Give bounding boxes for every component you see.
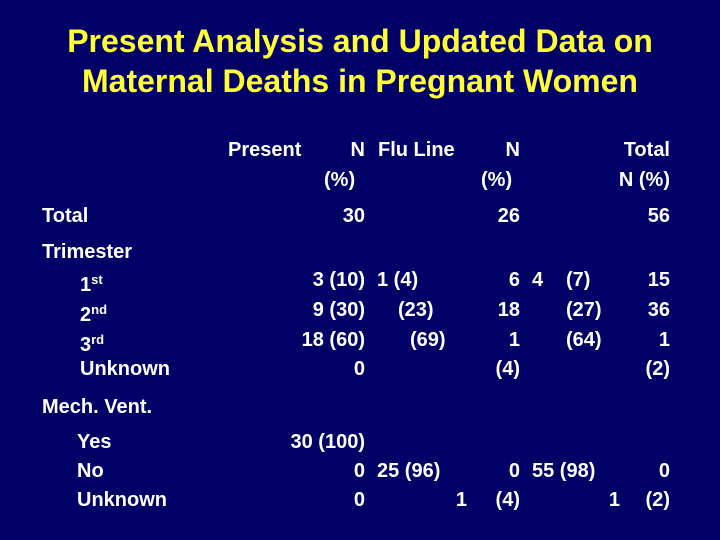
title: Present Analysis and Updated Data on [67, 23, 653, 59]
cell: (2) [645, 358, 670, 380]
row-label: Total [42, 205, 89, 227]
cell: 55 (98) [532, 460, 596, 482]
cell: 0 [353, 358, 365, 380]
title: Maternal Deaths in Pregnant Women [82, 63, 638, 99]
cell: 30 [342, 205, 365, 227]
ordinal-suffix: nd [91, 302, 108, 317]
cell: (4) [495, 358, 520, 380]
cell: (23) [398, 299, 434, 321]
cell: 25 (96) [377, 460, 441, 482]
cell: 56 [647, 205, 670, 227]
cell: 3 (10) [312, 269, 365, 291]
row-label: 3rd [80, 328, 104, 357]
row-label: Yes [77, 431, 112, 453]
cell: 15 [647, 269, 670, 291]
cell: 0 [508, 460, 520, 482]
cell: (27) [566, 299, 602, 321]
row-label: Unknown [77, 489, 167, 511]
row-label: No [77, 460, 104, 482]
cell: 0 [353, 460, 365, 482]
cell: 4 [532, 269, 544, 291]
column-header: (%) [481, 169, 513, 191]
column-header: N [505, 139, 520, 161]
cell: 18 [497, 299, 520, 321]
cell: 1 [455, 489, 467, 511]
cell: 36 [647, 299, 670, 321]
row-label: 2nd [80, 298, 107, 327]
column-header: N [350, 139, 365, 161]
cell: 1 (4) [377, 269, 419, 291]
column-header: Present [228, 139, 302, 161]
cell: (69) [410, 329, 446, 351]
cell: (4) [495, 489, 520, 511]
cell: 0 [353, 489, 365, 511]
cell: 30 (100) [290, 431, 366, 453]
row-label: Mech. Vent. [42, 396, 153, 418]
cell: 1 [608, 489, 620, 511]
cell: 6 [508, 269, 520, 291]
cell: (64) [566, 329, 602, 351]
cell: 26 [497, 205, 520, 227]
cell: 9 (30) [312, 299, 365, 321]
cell: (7) [566, 269, 591, 291]
row-label: 1st [80, 268, 103, 297]
column-header: Total [623, 139, 670, 161]
row-label: Unknown [80, 358, 170, 380]
cell: 1 [658, 329, 670, 351]
cell: 18 (60) [301, 329, 365, 351]
column-header: (%) [324, 169, 356, 191]
cell: 0 [658, 460, 670, 482]
column-header: N (%) [618, 169, 670, 191]
column-header: Flu Line [378, 139, 455, 161]
ordinal: 3 [80, 334, 92, 356]
ordinal-suffix: rd [91, 332, 105, 347]
ordinal: 2 [80, 304, 92, 326]
cell: (2) [645, 489, 670, 511]
ordinal: 1 [80, 274, 92, 296]
cell: 1 [508, 329, 520, 351]
ordinal-suffix: st [91, 272, 103, 287]
row-label: Trimester [42, 241, 133, 263]
